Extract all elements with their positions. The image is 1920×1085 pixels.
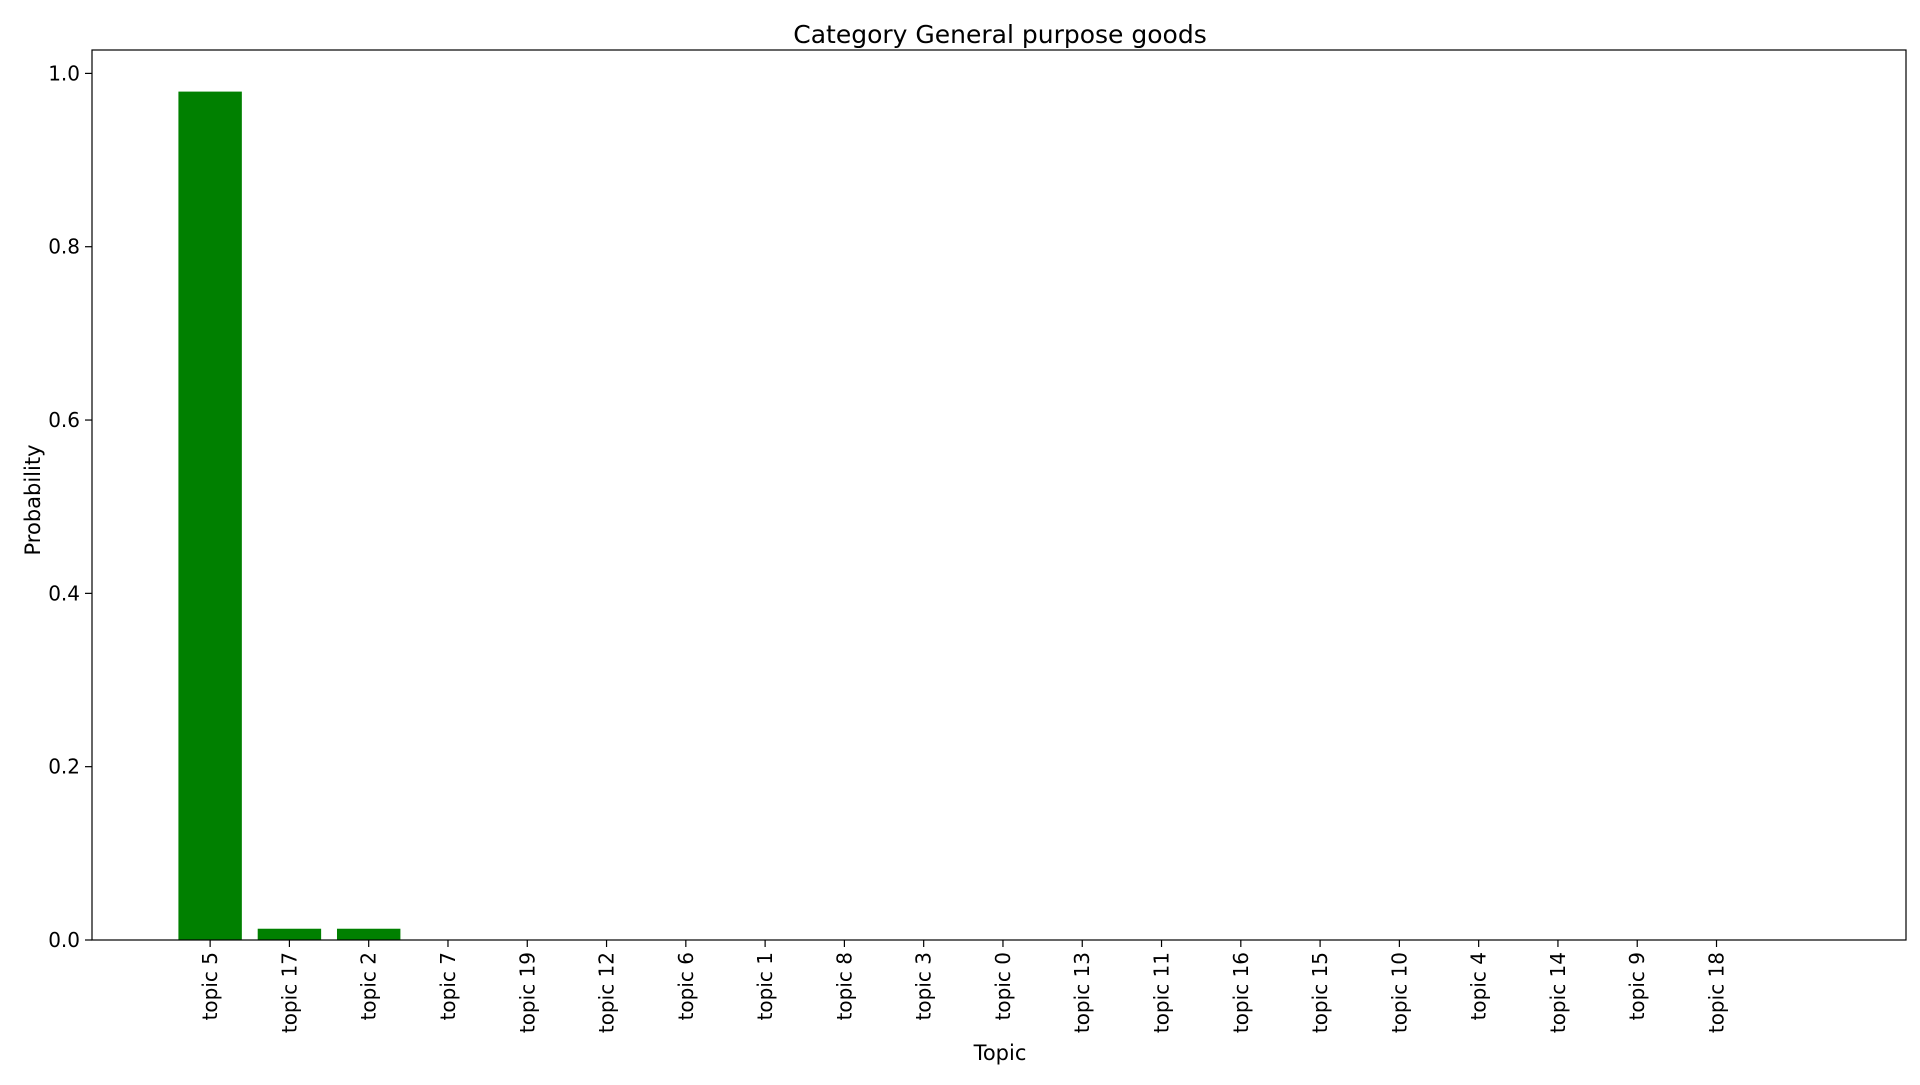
x-tick-label: topic 18 bbox=[1705, 952, 1729, 1033]
x-tick-label: topic 1 bbox=[753, 952, 777, 1020]
x-tick-label: topic 8 bbox=[832, 952, 856, 1020]
x-tick-label: topic 5 bbox=[198, 952, 222, 1020]
y-tick-label: 0.8 bbox=[48, 235, 80, 259]
x-tick-label: topic 16 bbox=[1229, 952, 1253, 1033]
y-tick-label: 1.0 bbox=[48, 61, 80, 85]
y-tick-label: 0.4 bbox=[48, 581, 80, 605]
y-axis-label: Probability bbox=[21, 444, 45, 555]
x-tick-label: topic 15 bbox=[1308, 952, 1332, 1033]
y-axis-ticks: 0.0 0.2 0.4 0.6 0.8 1.0 bbox=[48, 61, 92, 952]
x-axis-ticks: topic 5 topic 17 topic 2 topic 7 topic 19 top… bbox=[198, 940, 1729, 1033]
x-tick-label: topic 0 bbox=[991, 952, 1015, 1020]
bar-topic-2 bbox=[336, 928, 401, 940]
y-tick-label: 0.6 bbox=[48, 408, 80, 432]
chart-title: Category General purpose goods bbox=[793, 20, 1206, 49]
bar-topic-5 bbox=[178, 91, 242, 941]
x-tick-label: topic 6 bbox=[674, 952, 698, 1020]
y-tick-label: 0.2 bbox=[48, 755, 80, 779]
x-tick-label: topic 7 bbox=[436, 952, 460, 1020]
x-tick-label: topic 12 bbox=[595, 952, 619, 1033]
x-tick-label: topic 4 bbox=[1467, 952, 1491, 1020]
x-tick-label: topic 10 bbox=[1387, 952, 1411, 1033]
x-tick-label: topic 19 bbox=[515, 952, 539, 1033]
x-tick-label: topic 13 bbox=[1070, 952, 1094, 1033]
x-tick-label: topic 9 bbox=[1625, 952, 1649, 1020]
x-tick-label: topic 14 bbox=[1546, 952, 1570, 1033]
x-axis-label: Topic bbox=[973, 1041, 1027, 1065]
bar-topic-17 bbox=[257, 928, 322, 940]
y-tick-label: 0.0 bbox=[48, 928, 80, 952]
x-tick-label: topic 3 bbox=[912, 952, 936, 1020]
bar-series bbox=[178, 91, 401, 941]
x-tick-label: topic 11 bbox=[1150, 952, 1174, 1033]
x-tick-label: topic 17 bbox=[277, 952, 301, 1033]
x-tick-label: topic 2 bbox=[357, 952, 381, 1020]
plot-frame bbox=[91, 49, 1907, 941]
